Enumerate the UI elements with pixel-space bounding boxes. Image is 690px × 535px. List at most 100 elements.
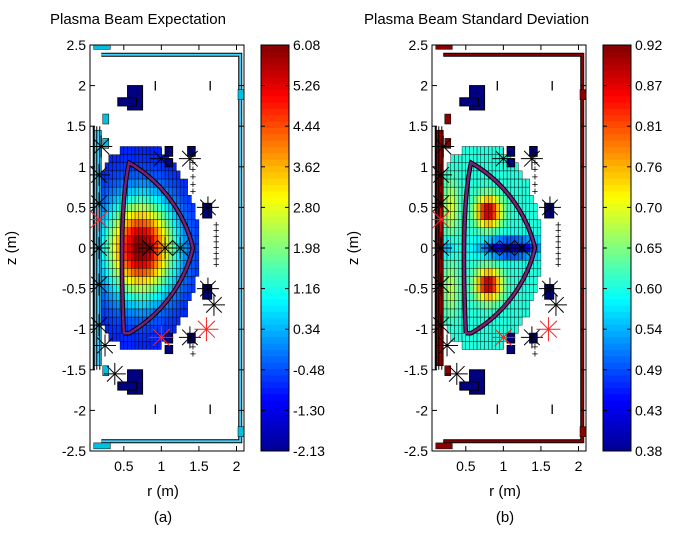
heatmap-cell	[131, 284, 136, 293]
heatmap-cell	[149, 162, 155, 172]
heatmap-cell	[446, 162, 451, 172]
heatmap-cell	[458, 259, 463, 269]
i-marker: I	[550, 78, 554, 94]
heatmap-cell	[529, 292, 534, 301]
heatmap-cell	[127, 276, 132, 285]
heatmap-cell	[458, 316, 463, 326]
colorbar-segment	[261, 393, 289, 401]
colorbar-segment	[603, 165, 631, 173]
probe-marker	[90, 207, 112, 232]
heatmap-cell	[168, 227, 173, 237]
heatmap-cell	[112, 300, 117, 310]
heatmap-cell	[458, 203, 463, 212]
panel-a-colorbar: 6.08 5.26 4.44 3.62 2.80 1.98 1.16 0.34 -0.48 -1.…	[260, 37, 325, 459]
heatmap-cell	[488, 178, 493, 188]
heatmap-cell	[116, 211, 121, 220]
heatmap-cell	[168, 170, 173, 180]
heatmap-cell	[153, 186, 158, 196]
probe-marker	[90, 314, 111, 337]
colorbar-segment	[603, 431, 631, 439]
colorbar-segment	[603, 349, 631, 357]
heatmap-cell	[179, 308, 185, 318]
heatmap-cell	[488, 341, 493, 350]
heatmap-cell	[488, 300, 493, 310]
heatmap-cell	[443, 308, 448, 318]
heatmap-cell	[164, 316, 170, 326]
colorbar-segment	[261, 146, 289, 154]
heatmap-cell	[491, 268, 497, 277]
colorbar-tick-label: 3.62	[293, 159, 320, 175]
heatmap-cell	[446, 292, 451, 301]
heatmap-cell	[458, 219, 463, 228]
heatmap-cell	[149, 268, 155, 277]
heatmap-cell	[146, 162, 151, 172]
heatmap-cell	[491, 219, 497, 228]
heatmap-cell	[104, 235, 109, 245]
heatmap-cell	[172, 268, 177, 277]
heatmap-cell	[458, 268, 463, 277]
heatmap-cell	[149, 227, 155, 237]
heatmap-cell	[476, 341, 482, 350]
heatmap-cell	[506, 211, 512, 220]
heatmap-cell	[157, 170, 162, 180]
heatmap-cell	[454, 300, 459, 310]
wall-tile	[579, 426, 586, 437]
colorbar-tick-label: 6.08	[293, 37, 320, 53]
heatmap-cell	[131, 219, 136, 228]
heatmap-cell	[488, 211, 493, 220]
heatmap-cell	[112, 316, 117, 326]
heatmap-cell	[112, 268, 117, 277]
heatmap-cell	[157, 292, 162, 301]
heatmap-cell	[454, 170, 459, 180]
heatmap-cell	[480, 186, 485, 196]
heatmap-cell	[134, 203, 140, 212]
heatmap-cell	[108, 178, 113, 188]
heatmap-cell	[465, 243, 470, 253]
heatmap-cell	[161, 227, 166, 237]
heatmap-cell	[194, 251, 200, 261]
heatmap-cell	[176, 186, 181, 196]
heatmap-cell	[488, 162, 493, 172]
heatmap-cell	[176, 259, 181, 269]
heatmap-cell	[476, 178, 482, 188]
colorbar-segment	[603, 228, 631, 236]
heatmap-cell	[116, 284, 121, 293]
heatmap-cell	[503, 251, 508, 261]
heatmap-cell	[488, 251, 493, 261]
heatmap-cell	[450, 195, 455, 204]
colorbar-segment	[261, 171, 289, 179]
plus-marker: +	[555, 259, 561, 271]
heatmap-cell	[484, 154, 489, 163]
heatmap-cell	[153, 219, 158, 228]
heatmap-cell	[450, 316, 455, 326]
colorbar-segment	[261, 444, 289, 452]
heatmap-cell	[116, 324, 121, 334]
heatmap-cell	[191, 203, 196, 212]
heatmap-cell	[116, 276, 121, 285]
heatmap-cell	[112, 251, 117, 261]
heatmap-cell	[506, 251, 512, 261]
heatmap-cell	[480, 333, 485, 342]
plus-marker: +	[532, 334, 538, 346]
heatmap-cell	[134, 146, 140, 155]
probe-marker	[432, 192, 453, 215]
heatmap-cell	[536, 251, 542, 261]
heatmap-cell	[480, 268, 485, 277]
heatmap-cell	[116, 186, 121, 196]
heatmap-cell	[123, 341, 128, 350]
heatmap-cell	[473, 146, 478, 155]
heatmap-cell	[157, 341, 162, 350]
heatmap-cell	[506, 276, 512, 285]
wall-tile	[237, 426, 244, 437]
heatmap-cell	[119, 154, 125, 163]
heatmap-cell	[187, 284, 192, 293]
colorbar-segment	[261, 51, 289, 59]
heatmap-cell	[142, 308, 147, 318]
colorbar-segment	[603, 311, 631, 319]
heatmap-cell	[469, 316, 474, 326]
heatmap-cell	[164, 235, 170, 245]
plus-marker: +	[555, 219, 561, 231]
heatmap-cell	[454, 292, 459, 301]
heatmap-cell	[108, 154, 113, 163]
colorbar-segment	[603, 121, 631, 128]
